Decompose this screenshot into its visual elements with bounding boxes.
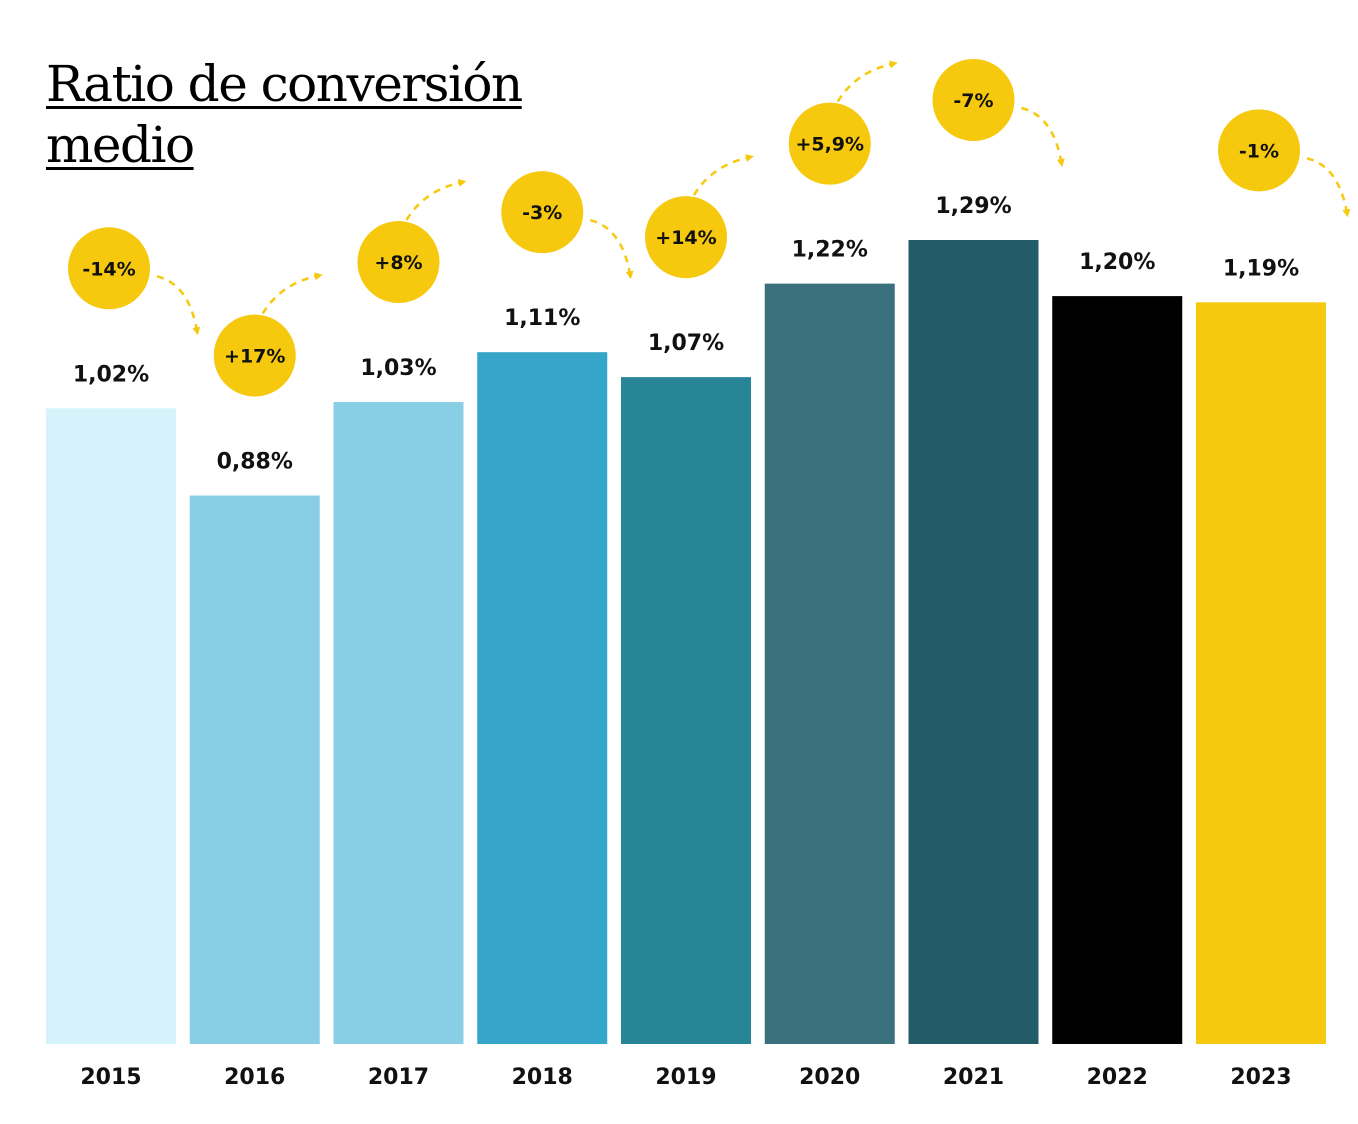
x-tick-label-2022: 2022 (1087, 1065, 1148, 1090)
x-tick-label-2019: 2019 (655, 1065, 716, 1090)
value-label-2022: 1,20% (1079, 250, 1155, 275)
value-label-2021: 1,29% (935, 194, 1011, 219)
bar-2018 (477, 352, 608, 1044)
value-label-2017: 1,03% (360, 356, 436, 381)
bar-2021 (908, 240, 1039, 1044)
value-label-2020: 1,22% (792, 238, 868, 263)
bar-2015 (46, 408, 176, 1045)
change-badge-2022-2023 (1218, 109, 1300, 192)
value-label-2023: 1,19% (1223, 256, 1299, 281)
change-label-2021-2022: -7% (953, 90, 993, 112)
change-badge-2016-2017 (213, 314, 296, 397)
bar-2022 (1052, 296, 1183, 1044)
value-label-2018: 1,11% (504, 306, 580, 331)
change-label-2017-2018: +8% (374, 252, 422, 274)
value-label-2019: 1,07% (648, 331, 724, 356)
chart-title: Ratio de conversión medio (46, 55, 523, 174)
value-label-2016: 0,88% (217, 450, 293, 475)
trend-arrow-2017-2018 (405, 178, 467, 221)
x-tick-label-2016: 2016 (224, 1065, 285, 1090)
change-badge-2020-2021 (788, 102, 871, 185)
change-label-2015-2016: -14% (82, 258, 135, 280)
trend-arrow-2019-2020 (692, 154, 754, 196)
change-badge-2015-2016 (68, 227, 150, 310)
x-tick-label-2023: 2023 (1230, 1065, 1291, 1090)
trend-arrow-2015-2016 (156, 275, 201, 336)
change-badge-2019-2020 (645, 196, 727, 279)
trend-arrow-2018-2019 (589, 218, 634, 280)
bar-2019 (621, 377, 751, 1044)
change-badge-2018-2019 (501, 171, 584, 254)
change-label-2018-2019: -3% (522, 202, 562, 224)
change-badge-2017-2018 (357, 221, 440, 304)
trend-arrow-2022-2023 (1306, 157, 1351, 218)
change-label-2019-2020: +14% (655, 227, 716, 249)
bar-2023 (1196, 302, 1326, 1045)
x-tick-label-2015: 2015 (80, 1065, 141, 1090)
bar-2020 (764, 283, 895, 1044)
change-label-2020-2021: +5,9% (795, 134, 864, 156)
x-tick-label-2021: 2021 (943, 1065, 1004, 1090)
bar-2016 (189, 495, 320, 1044)
change-label-2016-2017: +17% (224, 346, 285, 368)
value-label-2015: 1,02% (73, 362, 149, 387)
bar-2017 (333, 402, 464, 1044)
x-tick-label-2018: 2018 (512, 1065, 573, 1090)
x-tick-label-2020: 2020 (799, 1065, 860, 1090)
trend-arrow-2020-2021 (836, 60, 898, 103)
x-tick-label-2017: 2017 (368, 1065, 429, 1090)
trend-arrow-2021-2022 (1021, 106, 1065, 167)
change-label-2022-2023: -1% (1239, 140, 1279, 162)
change-badge-2021-2022 (932, 59, 1015, 141)
trend-arrow-2016-2017 (261, 272, 323, 315)
